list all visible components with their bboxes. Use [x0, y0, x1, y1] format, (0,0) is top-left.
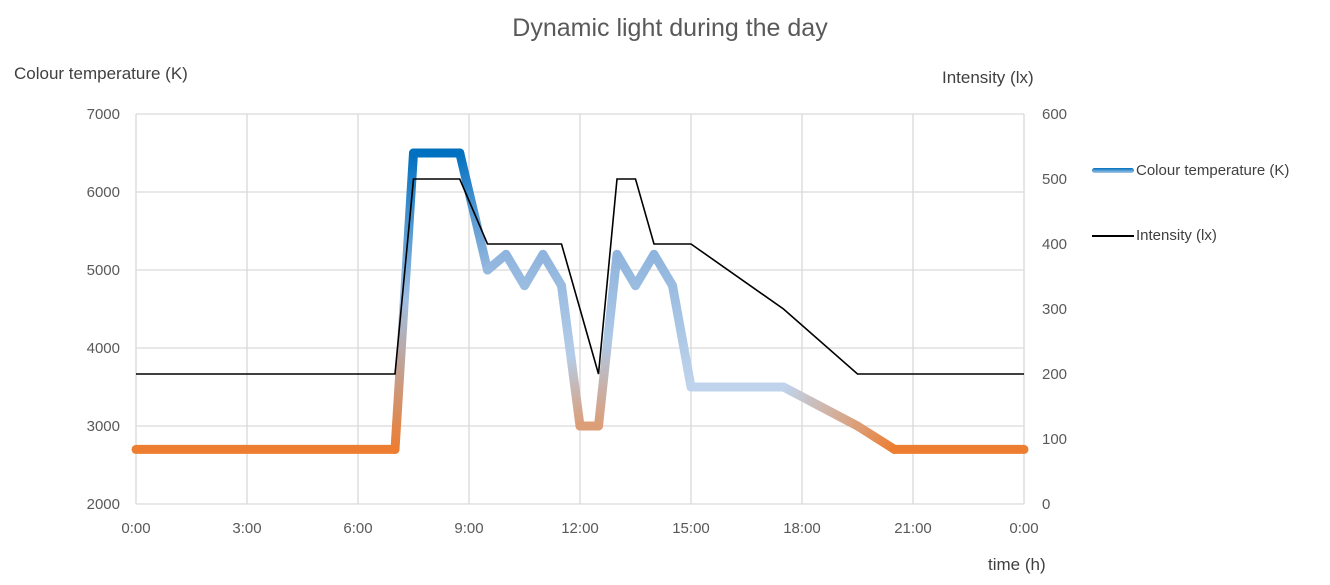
- colour-temperature-segment: [557, 281, 585, 431]
- right-axis-title: Intensity (lx): [942, 68, 1034, 87]
- gridlines: [135, 113, 1025, 505]
- x-tick-label: 0:00: [121, 520, 150, 537]
- y-left-tick-label: 4000: [87, 340, 120, 357]
- x-tick-label: 0:00: [1009, 520, 1038, 537]
- legend-item-intensity: Intensity (lx): [1092, 225, 1322, 290]
- colour-temperature-segment: [390, 148, 418, 454]
- y-right-tick-label: 600: [1042, 106, 1067, 123]
- intensity-line: [136, 178, 1024, 375]
- colour-temperature-segment: [668, 281, 696, 392]
- y-right-tick-label: 100: [1042, 431, 1067, 448]
- series-lines: [131, 148, 1029, 454]
- x-tick-label: 21:00: [894, 520, 932, 537]
- y-left-tick-label: 2000: [87, 496, 120, 513]
- y-right-tick-label: 400: [1042, 236, 1067, 253]
- legend-swatch-intensity: [1092, 235, 1134, 237]
- chart-title: Dynamic light during the day: [512, 14, 828, 42]
- x-tick-label: 18:00: [783, 520, 821, 537]
- y-right-tick-label: 200: [1042, 366, 1067, 383]
- colour-temperature-segment: [779, 382, 862, 431]
- legend: Colour temperature (K) Intensity (lx): [1092, 160, 1322, 290]
- colour-temperature-segment: [853, 421, 899, 454]
- y-left-tick-label: 5000: [87, 262, 120, 279]
- colour-temperature-segment: [538, 249, 566, 291]
- y-left-tick-label: 6000: [87, 184, 120, 201]
- x-tick-label: 12:00: [561, 520, 599, 537]
- colour-temperature-segment: [501, 249, 529, 291]
- colour-temperature-segment: [649, 249, 677, 291]
- x-tick-label: 15:00: [672, 520, 710, 537]
- y-left-tick-label: 3000: [87, 418, 120, 435]
- legend-label-intensity: Intensity (lx): [1136, 227, 1217, 244]
- legend-swatch-colour-temperature: [1092, 168, 1134, 173]
- legend-item-colour-temperature: Colour temperature (K): [1092, 160, 1322, 225]
- x-tick-label: 9:00: [454, 520, 483, 537]
- tick-labels: 2000 3000 4000 5000 6000 7000 0 100 200 300 400 500…: [87, 106, 1067, 537]
- colour-temperature-segment: [631, 249, 659, 291]
- y-right-tick-label: 300: [1042, 301, 1067, 318]
- y-right-tick-label: 500: [1042, 171, 1067, 188]
- x-axis-title: time (h): [988, 555, 1046, 574]
- colour-temperature-segment: [594, 249, 622, 431]
- colour-temperature-segment: [520, 249, 548, 291]
- colour-temperature-segment: [612, 249, 640, 291]
- y-right-tick-label: 0: [1042, 496, 1050, 513]
- legend-label-colour-temperature: Colour temperature (K): [1136, 162, 1290, 179]
- x-tick-label: 3:00: [232, 520, 261, 537]
- left-axis-title: Colour temperature (K): [14, 64, 188, 83]
- x-tick-label: 6:00: [343, 520, 372, 537]
- y-left-tick-label: 7000: [87, 106, 120, 123]
